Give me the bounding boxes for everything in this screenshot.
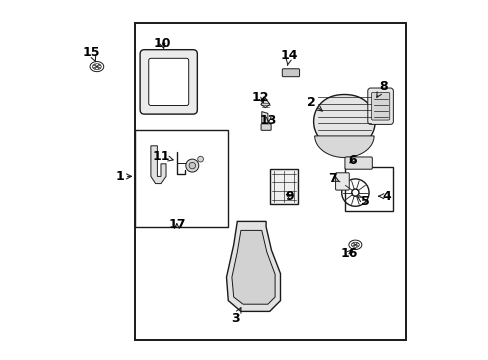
Polygon shape: [313, 95, 374, 148]
Text: 4: 4: [378, 190, 390, 203]
FancyBboxPatch shape: [282, 69, 299, 77]
Text: 2: 2: [306, 96, 322, 111]
Bar: [134, 130, 228, 227]
Polygon shape: [231, 230, 275, 304]
Text: 5: 5: [357, 195, 369, 208]
Text: 10: 10: [153, 37, 171, 50]
Text: 3: 3: [231, 308, 241, 325]
FancyBboxPatch shape: [367, 88, 392, 125]
FancyBboxPatch shape: [140, 50, 197, 114]
Text: 11: 11: [152, 150, 173, 163]
Text: 13: 13: [260, 114, 277, 127]
Text: 16: 16: [340, 247, 357, 260]
Circle shape: [197, 156, 203, 162]
Circle shape: [351, 189, 358, 196]
Circle shape: [189, 162, 195, 169]
Bar: [269, 169, 298, 204]
Text: 15: 15: [82, 46, 100, 62]
FancyBboxPatch shape: [371, 92, 389, 120]
Bar: [344, 167, 392, 211]
Circle shape: [352, 190, 357, 195]
Polygon shape: [151, 146, 166, 184]
Text: 14: 14: [280, 49, 298, 65]
Polygon shape: [314, 136, 373, 157]
FancyBboxPatch shape: [335, 173, 348, 190]
Text: 12: 12: [251, 91, 269, 104]
Text: 8: 8: [376, 80, 386, 98]
Text: 7: 7: [327, 172, 339, 185]
FancyBboxPatch shape: [148, 58, 188, 105]
Bar: [134, 23, 406, 340]
Circle shape: [185, 159, 199, 172]
Text: 1: 1: [116, 170, 131, 183]
Polygon shape: [260, 98, 269, 108]
FancyBboxPatch shape: [344, 157, 371, 169]
Text: 6: 6: [347, 154, 356, 167]
Polygon shape: [226, 221, 280, 311]
Text: 9: 9: [285, 190, 293, 203]
Text: 17: 17: [168, 219, 185, 231]
Polygon shape: [261, 112, 267, 126]
FancyBboxPatch shape: [261, 124, 270, 130]
